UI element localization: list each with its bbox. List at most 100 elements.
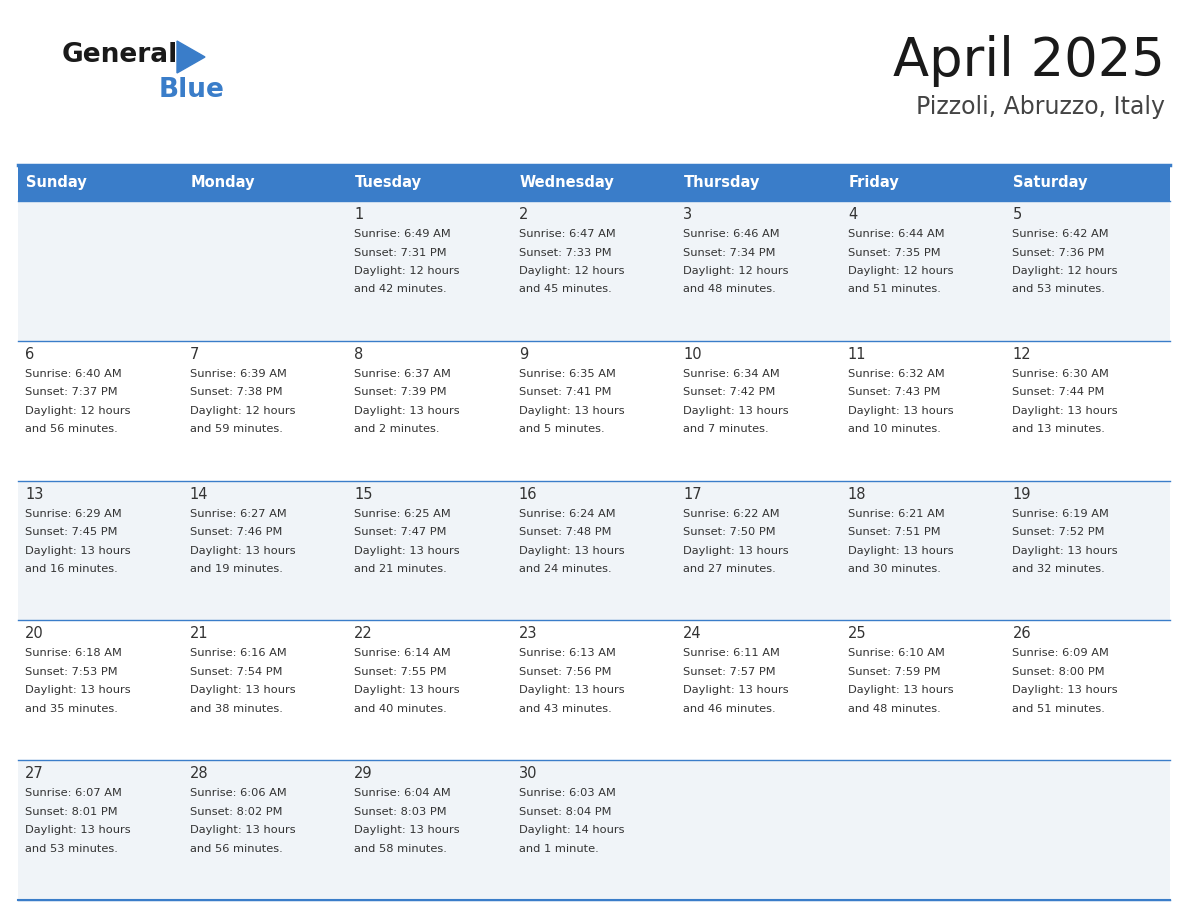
Text: 16: 16 [519,487,537,501]
Text: Sunset: 7:42 PM: Sunset: 7:42 PM [683,387,776,397]
Text: Sunset: 8:04 PM: Sunset: 8:04 PM [519,807,611,817]
Text: Sunset: 7:33 PM: Sunset: 7:33 PM [519,248,612,258]
Text: 22: 22 [354,626,373,642]
Text: Sunset: 7:36 PM: Sunset: 7:36 PM [1012,248,1105,258]
Text: Daylight: 13 hours: Daylight: 13 hours [354,825,460,835]
Text: Pizzoli, Abruzzo, Italy: Pizzoli, Abruzzo, Italy [916,95,1165,119]
Text: and 40 minutes.: and 40 minutes. [354,704,447,714]
Text: and 51 minutes.: and 51 minutes. [848,285,941,295]
Bar [18,201,1170,341]
Text: and 48 minutes.: and 48 minutes. [848,704,941,714]
Text: Sunrise: 6:25 AM: Sunrise: 6:25 AM [354,509,451,519]
Text: Daylight: 13 hours: Daylight: 13 hours [25,825,131,835]
Text: and 10 minutes.: and 10 minutes. [848,424,941,434]
Text: Daylight: 13 hours: Daylight: 13 hours [519,686,625,696]
Bar [18,165,183,201]
Text: Sunrise: 6:30 AM: Sunrise: 6:30 AM [1012,369,1110,379]
Text: Sunset: 7:53 PM: Sunset: 7:53 PM [25,666,118,677]
Text: Daylight: 13 hours: Daylight: 13 hours [683,406,789,416]
Text: 2: 2 [519,207,529,222]
Text: Sunrise: 6:35 AM: Sunrise: 6:35 AM [519,369,615,379]
Text: Daylight: 13 hours: Daylight: 13 hours [848,406,954,416]
Text: Thursday: Thursday [684,175,760,191]
Text: and 7 minutes.: and 7 minutes. [683,424,769,434]
Text: 19: 19 [1012,487,1031,501]
Text: 10: 10 [683,347,702,362]
Text: Sunrise: 6:27 AM: Sunrise: 6:27 AM [190,509,286,519]
Text: and 43 minutes.: and 43 minutes. [519,704,612,714]
Text: 21: 21 [190,626,208,642]
Text: Sunrise: 6:14 AM: Sunrise: 6:14 AM [354,648,451,658]
Text: Sunset: 8:01 PM: Sunset: 8:01 PM [25,807,118,817]
Text: Sunset: 7:46 PM: Sunset: 7:46 PM [190,527,282,537]
Text: Sunrise: 6:04 AM: Sunrise: 6:04 AM [354,789,451,798]
Text: Sunrise: 6:19 AM: Sunrise: 6:19 AM [1012,509,1110,519]
Text: Sunrise: 6:09 AM: Sunrise: 6:09 AM [1012,648,1110,658]
Text: Monday: Monday [190,175,255,191]
Text: Sunrise: 6:13 AM: Sunrise: 6:13 AM [519,648,615,658]
Text: Sunset: 7:59 PM: Sunset: 7:59 PM [848,666,941,677]
Text: Daylight: 13 hours: Daylight: 13 hours [683,686,789,696]
Text: Daylight: 13 hours: Daylight: 13 hours [354,406,460,416]
Text: and 2 minutes.: and 2 minutes. [354,424,440,434]
Text: Tuesday: Tuesday [355,175,422,191]
Text: Sunset: 7:50 PM: Sunset: 7:50 PM [683,527,776,537]
Text: 23: 23 [519,626,537,642]
Text: and 32 minutes.: and 32 minutes. [1012,564,1105,574]
Text: Daylight: 13 hours: Daylight: 13 hours [25,686,131,696]
Text: and 38 minutes.: and 38 minutes. [190,704,283,714]
Text: Friday: Friday [849,175,899,191]
Text: 8: 8 [354,347,364,362]
Text: Daylight: 12 hours: Daylight: 12 hours [1012,266,1118,276]
Text: 30: 30 [519,767,537,781]
Text: Daylight: 13 hours: Daylight: 13 hours [190,545,295,555]
Text: 9: 9 [519,347,527,362]
Text: Daylight: 12 hours: Daylight: 12 hours [190,406,295,416]
Bar [841,165,1005,201]
Text: Daylight: 13 hours: Daylight: 13 hours [354,686,460,696]
Text: Sunrise: 6:49 AM: Sunrise: 6:49 AM [354,229,451,239]
Text: and 58 minutes.: and 58 minutes. [354,844,447,854]
Text: Sunrise: 6:34 AM: Sunrise: 6:34 AM [683,369,781,379]
Text: and 42 minutes.: and 42 minutes. [354,285,447,295]
Bar [18,481,1170,621]
Text: Sunday: Sunday [26,175,87,191]
Text: Sunset: 7:54 PM: Sunset: 7:54 PM [190,666,282,677]
Text: Sunset: 7:35 PM: Sunset: 7:35 PM [848,248,941,258]
Text: Sunrise: 6:03 AM: Sunrise: 6:03 AM [519,789,615,798]
Text: 12: 12 [1012,347,1031,362]
Text: and 53 minutes.: and 53 minutes. [25,844,118,854]
Text: 28: 28 [190,767,208,781]
Text: Daylight: 13 hours: Daylight: 13 hours [519,545,625,555]
Text: 5: 5 [1012,207,1022,222]
Text: and 27 minutes.: and 27 minutes. [683,564,776,574]
Text: Daylight: 13 hours: Daylight: 13 hours [1012,545,1118,555]
Text: Sunrise: 6:16 AM: Sunrise: 6:16 AM [190,648,286,658]
Text: Sunrise: 6:44 AM: Sunrise: 6:44 AM [848,229,944,239]
Text: and 19 minutes.: and 19 minutes. [190,564,283,574]
Bar [18,621,1170,760]
Polygon shape [177,41,206,73]
Text: Sunset: 7:55 PM: Sunset: 7:55 PM [354,666,447,677]
Text: Sunset: 7:44 PM: Sunset: 7:44 PM [1012,387,1105,397]
Text: Daylight: 12 hours: Daylight: 12 hours [848,266,953,276]
Text: 25: 25 [848,626,866,642]
Bar [347,165,512,201]
Text: 17: 17 [683,487,702,501]
Text: and 24 minutes.: and 24 minutes. [519,564,612,574]
Text: Sunrise: 6:24 AM: Sunrise: 6:24 AM [519,509,615,519]
Text: and 1 minute.: and 1 minute. [519,844,599,854]
Text: Sunset: 7:48 PM: Sunset: 7:48 PM [519,527,611,537]
Text: 3: 3 [683,207,693,222]
Text: 26: 26 [1012,626,1031,642]
Text: Sunset: 7:51 PM: Sunset: 7:51 PM [848,527,941,537]
Text: Sunrise: 6:46 AM: Sunrise: 6:46 AM [683,229,779,239]
Text: Sunset: 7:43 PM: Sunset: 7:43 PM [848,387,941,397]
Text: and 59 minutes.: and 59 minutes. [190,424,283,434]
Text: Daylight: 14 hours: Daylight: 14 hours [519,825,624,835]
Text: Daylight: 13 hours: Daylight: 13 hours [848,545,954,555]
Text: 7: 7 [190,347,198,362]
Bar [676,165,841,201]
Text: Daylight: 13 hours: Daylight: 13 hours [683,545,789,555]
Text: Daylight: 12 hours: Daylight: 12 hours [354,266,460,276]
